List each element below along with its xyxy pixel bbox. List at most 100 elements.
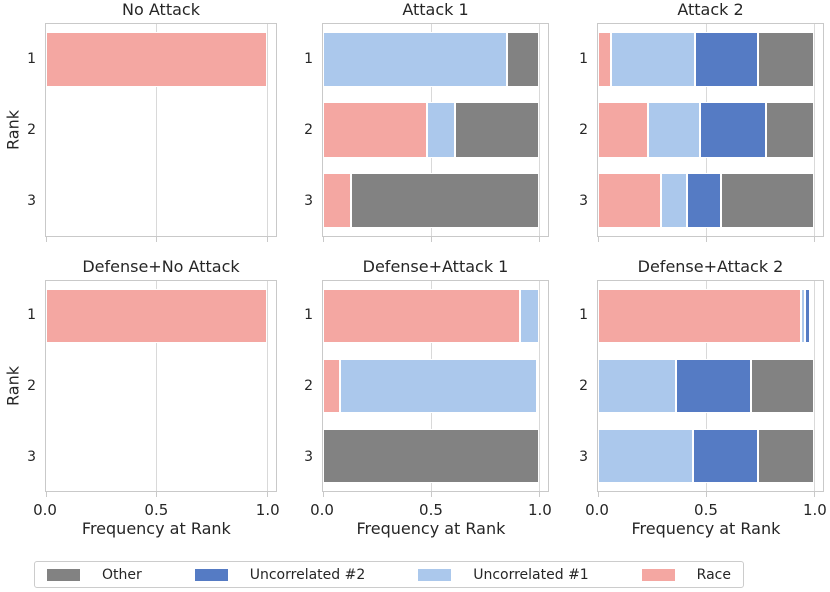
x-tick-mark [706,492,707,497]
stacked-bar-rank-1 [323,31,548,87]
plot-area [45,23,277,242]
x-tick-mark [431,237,432,242]
stacked-bar-rank-2 [46,102,276,157]
x-axis-label: Frequency at Rank [631,519,781,538]
stacked-bar-rank-2 [598,102,823,158]
bar-segment-other [757,428,814,484]
stacked-bar-rank-3 [46,429,276,484]
y-tick-label: 2 [579,378,588,394]
gridline-0-5 [156,281,158,491]
bar-segment-race [598,288,802,344]
y-tick-label: 3 [579,193,588,210]
legend-swatch-uncorrelated-2 [194,568,228,581]
bars-container [46,24,276,236]
y-tick-label: 1 [27,50,36,67]
bar-segment-uncorrelated-1 [340,358,537,414]
bar-row-rank-2 [46,351,276,421]
bar-segment-race [46,288,267,344]
bar-segment-other [454,102,539,158]
plot-area [322,23,549,242]
legend-label: Uncorrelated #2 [249,566,366,583]
x-tick-mark [266,492,268,497]
bar-segment-other [536,358,539,414]
x-tick-label: 1.0 [255,501,280,519]
bar-segment-uncorrelated-2 [686,173,722,229]
bar-segment-race [46,31,267,87]
bar-segment-race [323,173,352,229]
gridline-1-0 [266,24,268,236]
x-tick-mark [156,492,158,497]
y-tick-label: 3 [304,448,313,465]
legend-item-uncorrelated-2: Uncorrelated #2 [194,566,366,583]
legend-swatch-uncorrelated-1 [418,568,452,581]
subplot-title: Defense+No Attack [82,257,240,276]
gridline-1-0 [266,281,268,491]
x-tick-mark [814,237,815,242]
stacked-bar-rank-3 [46,173,276,228]
bar-segment-race [323,288,520,344]
stacked-bar-rank-3 [323,173,548,229]
x-axis-label: Frequency at Rank [356,519,506,538]
bar-row-rank-2 [598,351,823,421]
bar-segment-uncorrelated-2 [675,358,752,414]
bar-segment-other [323,428,539,484]
y-tick-label: 2 [579,122,588,138]
subplot-defense-attack-2: Defense+Attack 2 0.0 0.5 1.0 Frequency a… [579,257,827,538]
x-tick-label: 0.0 [585,501,609,519]
stacked-bar-rank-1 [46,31,276,87]
bar-row-rank-3 [323,421,548,491]
bar-segment-uncorrelated-2 [699,102,767,158]
bars-container [598,24,823,236]
bar-segment-race [598,102,648,158]
gridline-1-0 [539,24,540,236]
bars-container [323,24,548,236]
y-tick-label: 2 [304,122,313,138]
stacked-bar-rank-2 [323,102,548,158]
stacked-bar-rank-1 [46,288,276,344]
x-tick-mark [46,492,47,497]
y-tick-label: 3 [27,193,36,210]
y-axis-label-top-row: Rank [3,110,23,150]
bar-segment-uncorrelated-2 [805,288,810,344]
bars-container [46,281,276,491]
x-tick-label: 0.5 [419,501,443,519]
y-tick-label: 2 [304,378,313,394]
stacked-bar-rank-2 [323,358,548,414]
legend-swatch-race [641,568,675,581]
bar-segment-uncorrelated-1 [610,31,696,87]
bar-segment-other [757,31,814,87]
x-tick-label: 0.5 [144,501,169,519]
bar-row-rank-3 [323,165,548,236]
legend-label: Other [102,566,142,583]
stacked-bar-rank-3 [598,173,823,229]
stacked-bar-rank-2 [598,358,823,414]
y-tick-label: 1 [304,50,313,67]
bar-segment-race [598,173,661,229]
stacked-bar-rank-2 [46,359,276,414]
x-tick-label: 1.0 [802,501,827,519]
y-tick-label: 3 [304,193,313,210]
bar-segment-uncorrelated-2 [693,428,758,484]
x-tick-mark [814,492,815,497]
bar-row-rank-2 [323,351,548,421]
x-tick-mark [706,237,707,242]
legend-label: Uncorrelated #1 [473,566,589,583]
bar-row-rank-1 [323,281,548,351]
stacked-bar-rank-1 [323,288,548,344]
x-tick-mark [431,492,432,497]
bar-segment-uncorrelated-1 [426,102,455,158]
x-tick-label: 0.0 [33,501,57,519]
bar-segment-other [751,358,814,414]
bar-segment-other [506,31,539,87]
plot-area [45,280,277,497]
y-tick-label: 2 [27,378,36,394]
x-tick-mark [539,492,540,497]
x-tick-mark [156,237,158,242]
legend-item-uncorrelated-1: Uncorrelated #1 [418,567,589,583]
plot-area [597,23,824,242]
subplot-no-attack: No Attack 1 2 3 [27,0,277,242]
x-tick-label: 0.0 [310,501,334,519]
bar-segment-other [721,173,814,229]
x-axis-label: Frequency at Rank [81,519,231,538]
bar-segment-uncorrelated-1 [598,358,676,414]
